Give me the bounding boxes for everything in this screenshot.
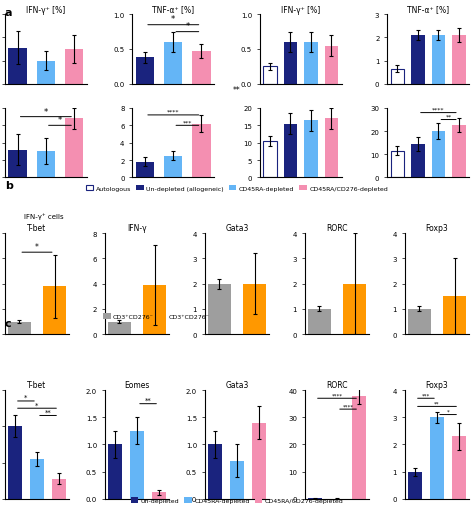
Bar: [432, 36, 445, 84]
Bar: [325, 46, 338, 84]
Bar: [9, 48, 27, 84]
Bar: [108, 444, 122, 499]
Text: *: *: [44, 107, 48, 117]
Text: **: **: [446, 114, 452, 119]
Bar: [130, 431, 144, 499]
Legend: Un-depleted, CD45RA-depleted, CD45RA/CD276-depleted: Un-depleted, CD45RA-depleted, CD45RA/CD2…: [128, 495, 346, 505]
Text: ****: ****: [432, 107, 445, 112]
Text: *: *: [35, 402, 39, 408]
Title: IFN-γ⁺ [%]: IFN-γ⁺ [%]: [281, 6, 320, 14]
Text: ****: ****: [331, 392, 343, 398]
Title: RORC: RORC: [326, 224, 348, 233]
Title: IFN-γ: IFN-γ: [127, 224, 147, 233]
Title: Eomes: Eomes: [124, 381, 150, 389]
Title: RORC: RORC: [326, 381, 348, 389]
Title: Gata3: Gata3: [225, 224, 249, 233]
Bar: [164, 156, 182, 178]
Bar: [452, 436, 466, 499]
Bar: [411, 36, 425, 84]
Bar: [208, 284, 231, 334]
Bar: [308, 309, 331, 334]
Text: **: **: [145, 397, 151, 403]
Bar: [30, 459, 44, 499]
Bar: [304, 43, 318, 84]
Title: Foxp3: Foxp3: [426, 381, 448, 389]
Bar: [192, 52, 210, 84]
Bar: [230, 461, 244, 499]
Bar: [452, 126, 465, 178]
Title: Gata3: Gata3: [225, 381, 249, 389]
Bar: [9, 150, 27, 178]
Title: IFN-γ⁺ [%]: IFN-γ⁺ [%]: [26, 6, 65, 14]
Bar: [408, 472, 422, 499]
Bar: [36, 152, 55, 178]
Bar: [108, 322, 131, 334]
Bar: [304, 121, 318, 178]
Bar: [136, 58, 154, 84]
Title: TNF-α⁺ [%]: TNF-α⁺ [%]: [407, 6, 449, 14]
Title: T-bet: T-bet: [27, 224, 46, 233]
Bar: [343, 284, 366, 334]
Bar: [52, 478, 66, 499]
Text: **: **: [434, 401, 440, 406]
Title: Foxp3: Foxp3: [426, 224, 448, 233]
Text: *: *: [447, 409, 449, 414]
Bar: [192, 124, 210, 178]
Bar: [408, 309, 431, 334]
Bar: [452, 36, 465, 84]
Text: b: b: [5, 181, 13, 191]
Bar: [208, 444, 222, 499]
Bar: [8, 427, 22, 499]
Bar: [43, 287, 66, 334]
Text: IFN-γ⁺ cells: IFN-γ⁺ cells: [24, 213, 64, 219]
Bar: [136, 162, 154, 178]
Bar: [284, 43, 297, 84]
Text: ****: ****: [343, 404, 354, 409]
Text: **: **: [233, 86, 241, 95]
Bar: [143, 286, 166, 334]
Bar: [252, 423, 266, 499]
Text: *: *: [58, 116, 62, 125]
Bar: [430, 417, 444, 499]
Legend: Autologous, Un-depleted (allogeneic), CD45RA-depleted, CD45RA/CD276-depleted: Autologous, Un-depleted (allogeneic), CD…: [83, 183, 391, 194]
Text: a: a: [5, 8, 12, 18]
Legend: CD3⁺CD276⁻, CD3⁺CD276⁻: CD3⁺CD276⁻, CD3⁺CD276⁻: [100, 311, 212, 322]
Title: T-bet: T-bet: [27, 381, 46, 389]
Bar: [65, 50, 83, 84]
Bar: [391, 70, 404, 84]
Bar: [325, 119, 338, 178]
Text: c: c: [5, 318, 11, 328]
Bar: [243, 284, 266, 334]
Bar: [152, 492, 166, 499]
Text: **: **: [45, 409, 52, 415]
Bar: [391, 152, 404, 178]
Bar: [411, 145, 425, 178]
Text: *: *: [171, 15, 175, 24]
Bar: [352, 396, 366, 499]
Text: *: *: [24, 394, 27, 401]
Bar: [443, 297, 466, 334]
Text: ***: ***: [422, 393, 430, 398]
Bar: [264, 142, 277, 178]
Text: *: *: [35, 242, 39, 251]
Text: *: *: [185, 22, 190, 31]
Title: TNF-α⁺ [%]: TNF-α⁺ [%]: [152, 6, 194, 14]
Text: ****: ****: [167, 110, 180, 115]
Bar: [264, 67, 277, 84]
Text: ***: ***: [182, 120, 192, 125]
Bar: [36, 62, 55, 84]
Bar: [432, 132, 445, 178]
Bar: [65, 119, 83, 178]
Bar: [8, 322, 31, 334]
Bar: [284, 124, 297, 178]
Bar: [164, 43, 182, 84]
